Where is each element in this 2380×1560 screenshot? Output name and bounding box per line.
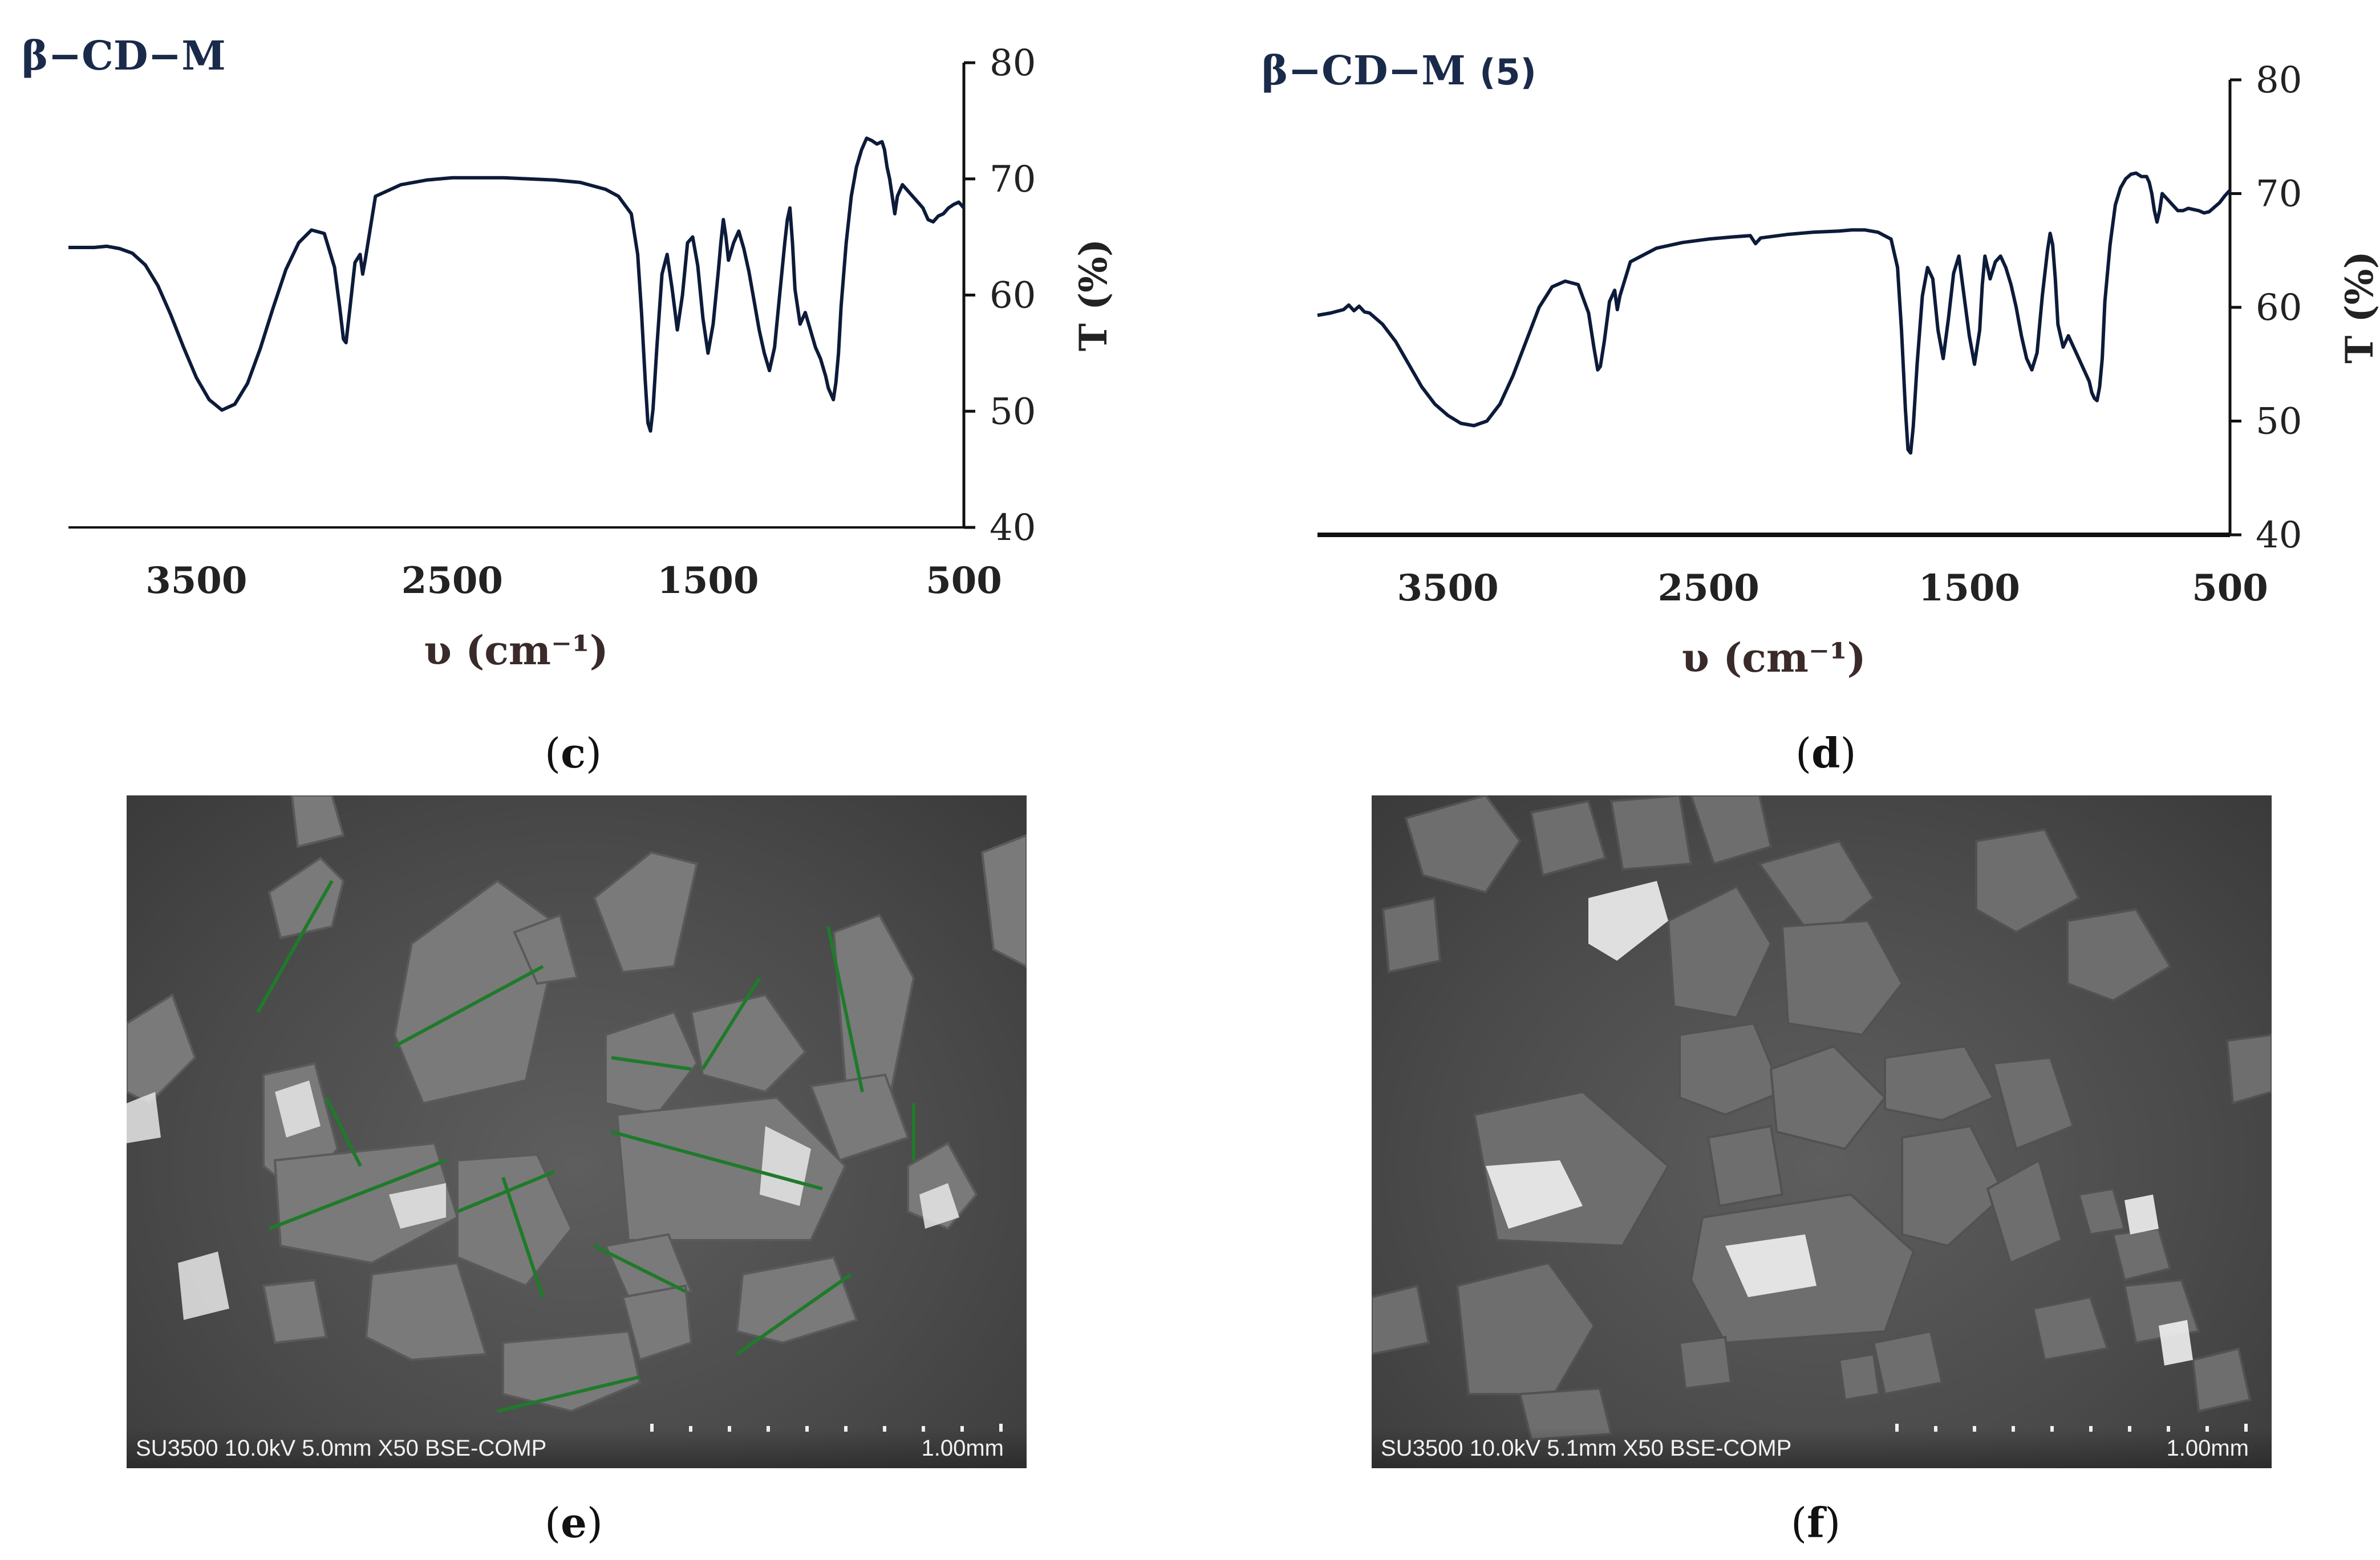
x-axis-label: υ (cm⁻¹) — [1681, 634, 1866, 681]
sem-image-f: SU3500 10.0kV 5.1mm X50 BSE-COMP 1.00mm — [1372, 795, 2272, 1468]
x-tick-label: 1500 — [1919, 567, 2020, 610]
chart-plot: 40 50 60 70 80 3500 2500 1500 500 υ (cm⁻¹) T (%) — [68, 42, 1116, 674]
y-tick-label: 80 — [990, 42, 1036, 84]
x-tick-label: 500 — [926, 559, 1002, 602]
y-axis-label: T (%) — [1071, 239, 1116, 351]
y-tick-label: 40 — [2256, 514, 2302, 556]
chart-title-text: β−CD−M — [1262, 47, 1466, 94]
y-tick-label: 70 — [2256, 173, 2302, 216]
x-tick-label: 2500 — [402, 559, 503, 602]
y-tick-label: 60 — [2256, 287, 2302, 329]
x-axis-label: υ (cm⁻¹) — [424, 627, 608, 674]
series-line — [1317, 171, 2232, 455]
sem-info-text: SU3500 10.0kV 5.1mm X50 BSE-COMP — [1381, 1436, 1792, 1461]
sem-info-text: SU3500 10.0kV 5.0mm X50 BSE-COMP — [136, 1436, 547, 1461]
sem-scale-label: 1.00mm — [2166, 1436, 2249, 1461]
y-tick-label: 50 — [990, 391, 1036, 433]
x-tick-label: 1500 — [657, 559, 759, 602]
caption-d: (d) — [1795, 729, 1856, 777]
caption-letter: e — [561, 1498, 587, 1547]
y-axis-label: T (%) — [2337, 251, 2380, 363]
sem-particles — [127, 795, 1027, 1413]
y-tick-label: 50 — [2256, 401, 2302, 443]
chart-title-suffix: (5) — [1479, 51, 1536, 93]
y-tick-label: 80 — [2256, 59, 2302, 101]
caption-f: (f) — [1791, 1498, 1841, 1547]
caption-c: (c) — [545, 729, 602, 777]
series-line — [68, 136, 966, 433]
sem-image-e: SU3500 10.0kV 5.0mm X50 BSE-COMP 1.00mm — [127, 795, 1027, 1468]
caption-letter: c — [561, 729, 586, 777]
sem-footer — [1372, 1428, 2272, 1468]
x-tick-label: 2500 — [1658, 567, 1759, 610]
x-tick-label: 3500 — [145, 559, 247, 602]
chart-title-text: β−CD−M — [22, 32, 226, 79]
chart-plot: 40 50 60 70 80 3500 2500 1500 500 υ (cm⁻¹) T (%) — [1317, 59, 2380, 681]
sem-scale-label: 1.00mm — [921, 1436, 1004, 1461]
ftir-chart-d: β−CD−M (5) 40 50 60 70 80 3500 2500 1500 500 υ (c… — [1243, 0, 2380, 696]
caption-letter: f — [1807, 1498, 1825, 1547]
x-tick-label: 3500 — [1397, 567, 1499, 610]
x-tick-label: 500 — [2192, 567, 2268, 610]
sem-particles — [1372, 795, 2272, 1441]
sem-footer — [127, 1428, 1027, 1468]
caption-letter: d — [1811, 729, 1840, 777]
y-tick-label: 40 — [990, 507, 1036, 549]
caption-e: (e) — [545, 1498, 603, 1547]
chart-title: β−CD−M — [22, 32, 226, 79]
y-tick-label: 60 — [990, 275, 1036, 317]
ftir-chart-c: β−CD−M 40 50 60 70 80 3500 2500 1500 500 υ (cm⁻¹)… — [0, 0, 1186, 696]
y-tick-label: 70 — [990, 159, 1036, 201]
chart-title: β−CD−M (5) — [1262, 47, 1536, 94]
